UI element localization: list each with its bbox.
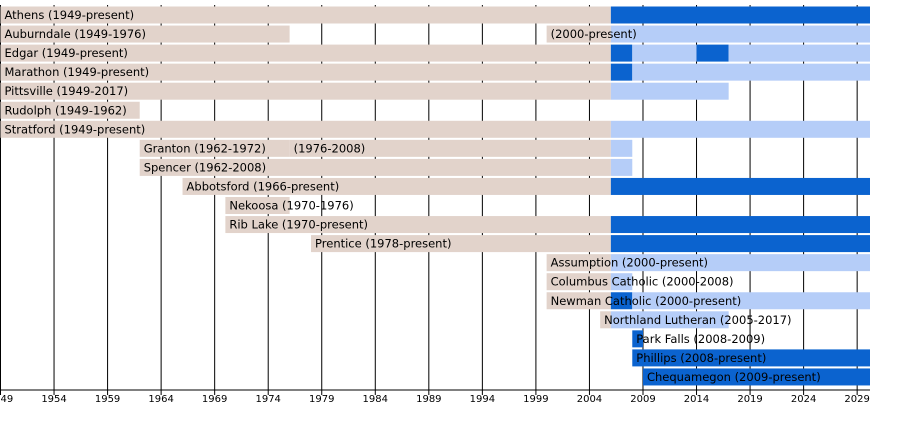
era-bar — [0, 25, 290, 43]
era-bar — [610, 273, 633, 291]
x-tick-label: 1999 — [523, 394, 548, 405]
era-bar — [0, 44, 611, 62]
x-tick-label: 2004 — [577, 394, 602, 405]
team-label: Chequamegon (2009-present) — [647, 370, 821, 384]
x-tick-label: 2009 — [630, 394, 655, 405]
bars — [0, 6, 870, 386]
era-bar — [728, 44, 870, 62]
team-label: Pittsville (1949-2017) — [5, 84, 129, 98]
x-tick-label: 1954 — [41, 394, 66, 405]
x-tick-label: 2014 — [684, 394, 709, 405]
era-bar — [610, 311, 729, 329]
x-tick-label: 1994 — [470, 394, 495, 405]
labels: 1949 1954 1959 1964 1969 1974 1979 1984 1989 1994… — [0, 8, 870, 405]
x-tick-label: 1964 — [148, 394, 173, 405]
era-bar — [610, 158, 633, 176]
era-bar — [610, 25, 870, 43]
era-bar — [546, 254, 611, 272]
era-bar — [546, 25, 611, 43]
era-bar — [610, 63, 633, 81]
era-bar — [0, 101, 140, 119]
team-label: Edgar (1949-present) — [5, 46, 128, 60]
team-label: Auburndale (1949-1976) — [5, 27, 147, 41]
x-tick-label: 1989 — [416, 394, 441, 405]
x-tick-label: 1984 — [363, 394, 388, 405]
era-bar — [0, 120, 611, 138]
x-tick-label: 1969 — [202, 394, 227, 405]
team-label: (2000-present) — [551, 27, 637, 41]
era-bar — [610, 6, 870, 24]
era-bar — [289, 139, 611, 157]
team-label: Assumption (2000-present) — [551, 256, 708, 270]
x-tick-label: 1979 — [309, 394, 334, 405]
era-bar — [696, 44, 729, 62]
era-bar — [139, 139, 290, 157]
era-bar — [610, 292, 633, 310]
team-label: Spencer (1962-2008) — [144, 160, 266, 174]
era-bar — [632, 349, 870, 367]
era-bar — [225, 216, 611, 234]
era-bar — [0, 82, 611, 100]
x-tick-label: 1959 — [95, 394, 120, 405]
era-bar — [610, 139, 633, 157]
x-tick-label: 2024 — [791, 394, 816, 405]
team-label: Rib Lake (1970-present) — [229, 218, 368, 232]
team-label: Phillips (2008-present) — [636, 351, 766, 365]
era-bar — [632, 292, 870, 310]
team-label: Rudolph (1949-1962) — [5, 103, 127, 117]
era-bar — [225, 197, 290, 214]
era-bar — [311, 235, 611, 253]
era-bar — [632, 330, 643, 348]
team-label: Northland Lutheran (2005-2017) — [604, 313, 791, 327]
era-bar — [610, 216, 870, 234]
team-label: (1976-2008) — [294, 141, 366, 155]
era-bar — [610, 254, 870, 272]
era-bar — [600, 311, 611, 329]
x-tick-label: 1949 — [0, 394, 13, 405]
era-bar — [610, 120, 870, 138]
team-label: Newman Catholic (2000-present) — [551, 294, 742, 308]
team-label: Abbotsford (1966-present) — [187, 179, 340, 193]
x-tick-label: 2019 — [737, 394, 762, 405]
team-label: Prentice (1978-present) — [315, 237, 451, 251]
team-label: Columbus Catholic (2000-2008) — [551, 275, 734, 289]
era-bar — [0, 63, 611, 81]
team-label: Stratford (1949-present) — [5, 122, 146, 136]
era-bar — [642, 368, 870, 386]
era-bar — [546, 292, 611, 310]
era-bar — [0, 6, 611, 24]
era-bar — [139, 158, 611, 176]
era-bar — [610, 235, 870, 253]
era-bar — [632, 44, 697, 62]
team-label: Athens (1949-present) — [5, 8, 135, 22]
x-tick-label: 1974 — [255, 394, 280, 405]
team-label: Marathon (1949-present) — [5, 65, 150, 79]
era-bar — [632, 63, 870, 81]
team-label: Park Falls (2008-2009) — [636, 332, 765, 346]
era-bar — [610, 82, 729, 100]
team-label: Granton (1962-1972) — [144, 141, 266, 155]
x-tick-label: 2029 — [844, 394, 869, 405]
era-bar — [610, 44, 633, 62]
era-bar — [546, 273, 611, 291]
team-label: Nekoosa (1970-1976) — [229, 199, 353, 213]
era-bar — [610, 177, 870, 195]
era-bar — [182, 177, 611, 195]
